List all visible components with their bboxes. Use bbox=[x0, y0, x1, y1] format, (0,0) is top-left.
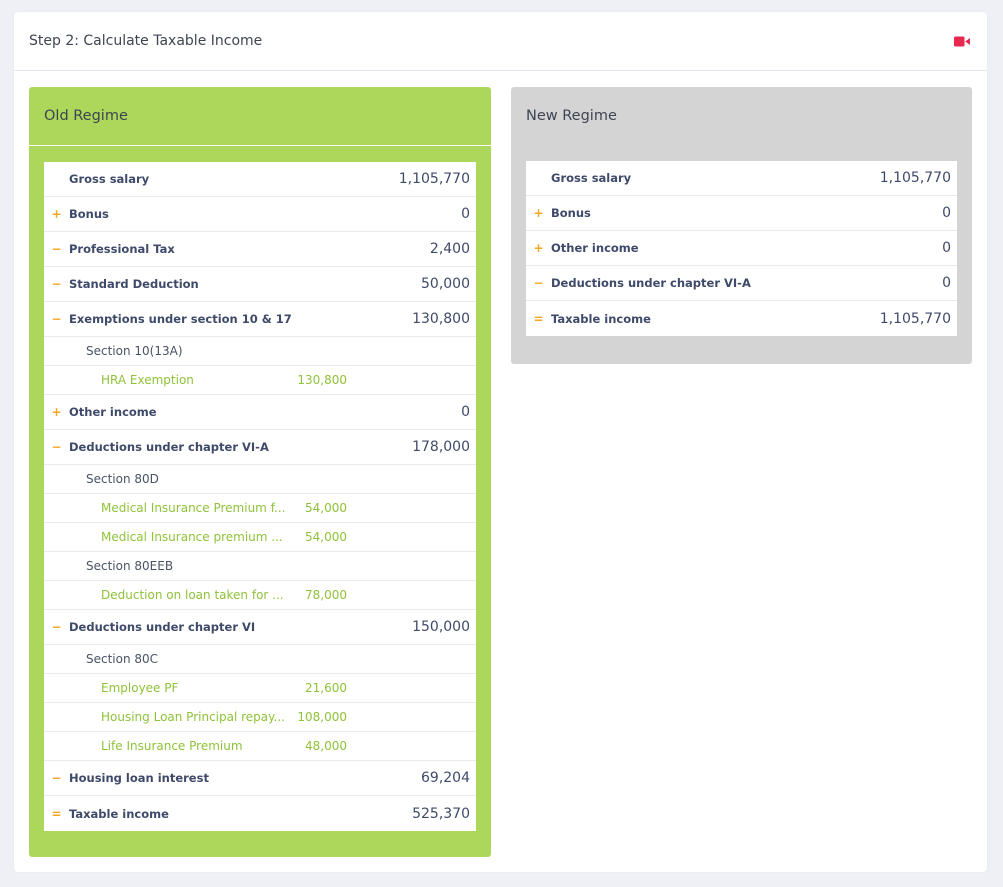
item-row-employee-pf: Employee PF 21,600 bbox=[44, 674, 476, 703]
item-value: 130,800 bbox=[297, 373, 347, 387]
row-value: 0 bbox=[942, 205, 951, 221]
row-value: 178,000 bbox=[412, 439, 470, 455]
plus-sign: + bbox=[533, 241, 544, 255]
item-value: 21,600 bbox=[305, 681, 347, 695]
item-label: Medical Insurance premium ... bbox=[101, 530, 283, 544]
table-row-chapter-via: − Deductions under chapter VI-A 0 bbox=[526, 266, 957, 301]
row-value: 1,105,770 bbox=[398, 171, 470, 187]
minus-sign: − bbox=[51, 771, 62, 785]
row-label: Other income bbox=[551, 241, 639, 255]
row-value: 50,000 bbox=[421, 276, 470, 292]
row-label: Deductions under chapter VI bbox=[69, 620, 256, 634]
row-value: 0 bbox=[461, 206, 470, 222]
row-value: 1,105,770 bbox=[879, 170, 951, 186]
table-row-other-income: + Other income 0 bbox=[44, 395, 476, 430]
row-label: Standard Deduction bbox=[69, 277, 199, 291]
equals-sign: = bbox=[533, 311, 544, 326]
item-row-hra: HRA Exemption 130,800 bbox=[44, 366, 476, 395]
row-value: 0 bbox=[942, 275, 951, 291]
table-row-other-income: + Other income 0 bbox=[526, 231, 957, 266]
row-label: Deductions under chapter VI-A bbox=[551, 276, 751, 290]
minus-sign: − bbox=[51, 277, 62, 291]
item-row-housing-principal: Housing Loan Principal repay... 108,000 bbox=[44, 703, 476, 732]
row-label: Other income bbox=[69, 405, 157, 419]
table-row-professional-tax: − Professional Tax 2,400 bbox=[44, 232, 476, 267]
table-row-chapter-vi: − Deductions under chapter VI 150,000 bbox=[44, 610, 476, 645]
minus-sign: − bbox=[533, 276, 544, 290]
row-label: Exemptions under section 10 & 17 bbox=[69, 312, 292, 326]
item-row-medical-1: Medical Insurance Premium f... 54,000 bbox=[44, 494, 476, 523]
old-regime-title: Old Regime bbox=[29, 87, 491, 146]
table-row-chapter-via: − Deductions under chapter VI-A 178,000 bbox=[44, 430, 476, 465]
table-row-bonus: + Bonus 0 bbox=[44, 197, 476, 232]
card-title: Step 2: Calculate Taxable Income bbox=[29, 33, 263, 49]
minus-sign: − bbox=[51, 312, 62, 326]
section-row-80d: Section 80D bbox=[44, 465, 476, 494]
row-label: Bonus bbox=[551, 206, 591, 220]
item-row-medical-2: Medical Insurance premium ... 54,000 bbox=[44, 523, 476, 552]
table-row-bonus: + Bonus 0 bbox=[526, 196, 957, 231]
plus-sign: + bbox=[533, 206, 544, 220]
card-header: Step 2: Calculate Taxable Income bbox=[14, 12, 987, 71]
item-label: HRA Exemption bbox=[101, 373, 194, 387]
item-value: 78,000 bbox=[305, 588, 347, 602]
section-label: Section 80EEB bbox=[86, 559, 174, 573]
plus-sign: + bbox=[51, 405, 62, 419]
row-value: 69,204 bbox=[421, 770, 470, 786]
row-label: Taxable income bbox=[69, 806, 169, 821]
table-row-standard-deduction: − Standard Deduction 50,000 bbox=[44, 267, 476, 302]
table-row-gross-salary: Gross salary 1,105,770 bbox=[526, 161, 957, 196]
row-value: 0 bbox=[461, 404, 470, 420]
new-regime-panel: New Regime Gross salary 1,105,770 + Bonu… bbox=[511, 87, 972, 364]
row-label: Bonus bbox=[69, 207, 109, 221]
item-row-loan: Deduction on loan taken for ... 78,000 bbox=[44, 581, 476, 610]
plus-sign: + bbox=[51, 207, 62, 221]
section-row-10-13a: Section 10(13A) bbox=[44, 337, 476, 366]
item-label: Employee PF bbox=[101, 681, 179, 695]
item-label: Housing Loan Principal repay... bbox=[101, 710, 285, 724]
item-label: Medical Insurance Premium f... bbox=[101, 501, 286, 515]
item-label: Deduction on loan taken for ... bbox=[101, 588, 284, 602]
row-label: Housing loan interest bbox=[69, 771, 209, 785]
row-value: 525,370 bbox=[412, 805, 470, 822]
item-value: 48,000 bbox=[305, 739, 347, 753]
row-label: Taxable income bbox=[551, 311, 651, 326]
row-label: Gross salary bbox=[551, 171, 632, 185]
row-value: 1,105,770 bbox=[879, 310, 951, 327]
table-row-gross-salary: Gross salary 1,105,770 bbox=[44, 162, 476, 197]
calculate-taxable-income-card: Step 2: Calculate Taxable Income Old Reg… bbox=[14, 12, 987, 872]
new-regime-title: New Regime bbox=[526, 108, 617, 124]
item-value: 54,000 bbox=[305, 501, 347, 515]
minus-sign: − bbox=[51, 620, 62, 634]
equals-sign: = bbox=[51, 806, 62, 821]
item-row-life-insurance: Life Insurance Premium 48,000 bbox=[44, 732, 476, 761]
minus-sign: − bbox=[51, 440, 62, 454]
section-label: Section 80C bbox=[86, 652, 159, 666]
row-value: 0 bbox=[942, 240, 951, 256]
item-label: Life Insurance Premium bbox=[101, 739, 243, 753]
table-row-taxable-income: = Taxable income 525,370 bbox=[44, 796, 476, 831]
table-row-taxable-income: = Taxable income 1,105,770 bbox=[526, 301, 957, 336]
item-value: 54,000 bbox=[305, 530, 347, 544]
new-regime-table: Gross salary 1,105,770 + Bonus 0 + Other… bbox=[526, 161, 957, 336]
minus-sign: − bbox=[51, 242, 62, 256]
old-regime-panel: Old Regime Gross salary 1,105,770 + Bonu… bbox=[29, 87, 491, 857]
section-row-80c: Section 80C bbox=[44, 645, 476, 674]
old-regime-table: Gross salary 1,105,770 + Bonus 0 − Profe… bbox=[44, 162, 476, 831]
table-row-exemptions: − Exemptions under section 10 & 17 130,8… bbox=[44, 302, 476, 337]
row-label: Deductions under chapter VI-A bbox=[69, 440, 269, 454]
row-value: 2,400 bbox=[429, 241, 470, 257]
row-value: 130,800 bbox=[412, 311, 470, 327]
row-label: Gross salary bbox=[69, 172, 150, 186]
section-row-80eeb: Section 80EEB bbox=[44, 552, 476, 581]
section-label: Section 10(13A) bbox=[86, 344, 183, 358]
row-label: Professional Tax bbox=[69, 242, 175, 256]
video-camera-icon[interactable] bbox=[953, 34, 971, 48]
section-label: Section 80D bbox=[86, 472, 159, 486]
table-row-housing-interest: − Housing loan interest 69,204 bbox=[44, 761, 476, 796]
row-value: 150,000 bbox=[412, 619, 470, 635]
item-value: 108,000 bbox=[297, 710, 347, 724]
